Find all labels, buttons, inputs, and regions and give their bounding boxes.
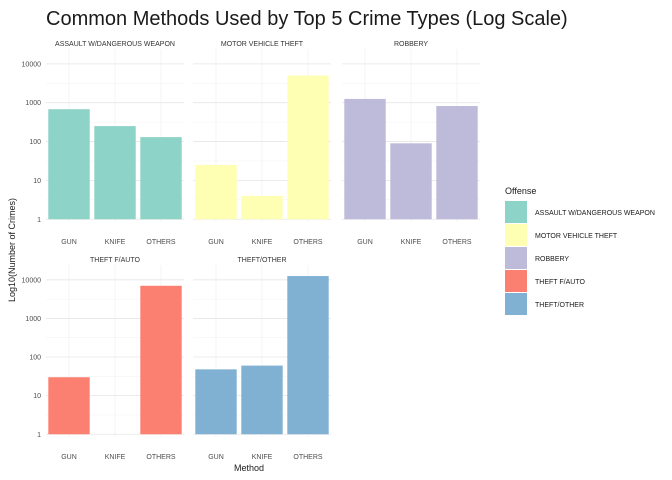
bar-theft-other-others (287, 276, 329, 435)
facet-strip-label: ROBBERY (394, 41, 428, 48)
y-tick-label: 10 (33, 393, 41, 400)
x-tick-label: GUN (61, 239, 77, 246)
y-tick-label: 10 (33, 178, 41, 185)
y-tick-label: 1000 (25, 100, 41, 107)
legend-label-motor-vehicle-theft: MOTOR VEHICLE THEFT (535, 233, 618, 240)
legend-swatch-theft-other (505, 293, 527, 315)
bar-assault-w-dangerous-weapon-gun (48, 109, 90, 220)
x-tick-label: GUN (208, 454, 224, 461)
y-tick-label: 1 (37, 432, 41, 439)
y-tick-label: 100 (29, 355, 41, 362)
bar-theft-other-knife (241, 365, 283, 435)
bar-theft-other-gun (195, 369, 237, 435)
y-tick-label: 1000 (25, 316, 41, 323)
x-tick-label: KNIFE (252, 239, 273, 246)
bar-robbery-knife (390, 143, 432, 220)
x-tick-label: OTHERS (146, 454, 176, 461)
bar-motor-vehicle-theft-others (287, 75, 329, 220)
facet-strip-label: THEFT F/AUTO (90, 257, 140, 264)
bar-motor-vehicle-theft-gun (195, 164, 237, 220)
x-tick-label: GUN (208, 239, 224, 246)
x-tick-label: OTHERS (146, 239, 176, 246)
bar-robbery-others (436, 106, 478, 220)
facet-strip-label: THEFT/OTHER (238, 257, 287, 264)
panel-motor-vehicle-theft: MOTOR VEHICLE THEFT GUN KNIFE OTHERS (193, 41, 331, 246)
x-tick-label: OTHERS (442, 239, 472, 246)
panel-theft-f-auto: THEFT F/AUTO GUN KNIFE OTHERS 1 10 100 1000 1000… (22, 257, 184, 461)
legend-swatch-assault-w-dangerous-weapon (505, 201, 527, 223)
bar-theft-f-auto-others (140, 285, 182, 435)
bar-theft-f-auto-gun (48, 377, 90, 435)
legend-swatch-theft-f-auto (505, 270, 527, 292)
y-tick-label: 10000 (22, 277, 42, 284)
x-tick-label: OTHERS (293, 239, 323, 246)
x-tick-label: KNIFE (105, 454, 126, 461)
x-axis-label: Method (234, 463, 264, 473)
x-tick-label: GUN (61, 454, 77, 461)
chart-title: Common Methods Used by Top 5 Crime Types… (46, 8, 568, 30)
bar-robbery-gun (344, 98, 386, 220)
legend-label-assault-w-dangerous-weapon: ASSAULT W/DANGEROUS WEAPON (535, 210, 655, 217)
legend-label-theft-f-auto: THEFT F/AUTO (535, 279, 585, 286)
y-axis-label: Log10(Number of Crimes) (7, 198, 17, 302)
y-tick-label: 1 (37, 217, 41, 224)
facet-strip-label: ASSAULT W/DANGEROUS WEAPON (55, 41, 175, 48)
legend-swatch-motor-vehicle-theft (505, 224, 527, 246)
facet-strip-label: MOTOR VEHICLE THEFT (221, 41, 304, 48)
bar-assault-w-dangerous-weapon-others (140, 137, 182, 220)
x-tick-label: OTHERS (293, 454, 323, 461)
legend-title: Offense (505, 186, 536, 196)
legend-swatch-robbery (505, 247, 527, 269)
panel-theft-other: THEFT/OTHER GUN KNIFE OTHERS (193, 257, 331, 461)
y-tick-label: 10000 (22, 61, 42, 68)
x-tick-label: GUN (357, 239, 373, 246)
legend-label-robbery: ROBBERY (535, 256, 569, 263)
x-tick-label: KNIFE (105, 239, 126, 246)
panel-assault-w-dangerous-weapon: ASSAULT W/DANGEROUS WEAPON GUN KNIFE OTHERS… (22, 41, 184, 246)
x-tick-label: KNIFE (401, 239, 422, 246)
bar-assault-w-dangerous-weapon-knife (94, 126, 136, 220)
y-tick-label: 100 (29, 139, 41, 146)
legend-label-theft-other: THEFT/OTHER (535, 302, 584, 309)
x-tick-label: KNIFE (252, 454, 273, 461)
bar-motor-vehicle-theft-knife (241, 195, 283, 220)
panel-robbery: ROBBERY GUN KNIFE OTHERS (342, 41, 480, 246)
